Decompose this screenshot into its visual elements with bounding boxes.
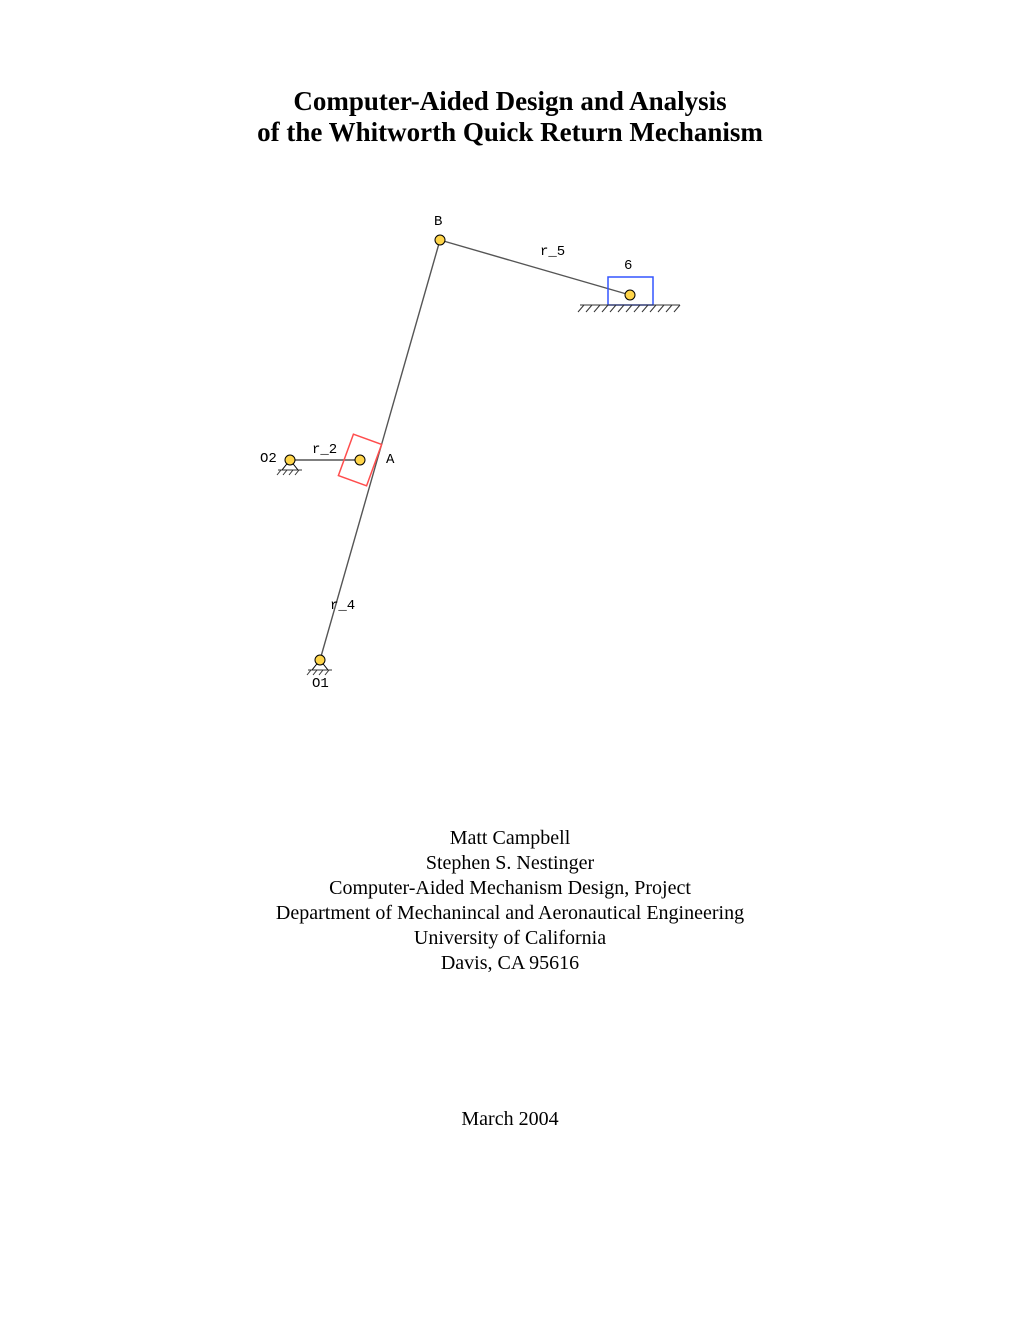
joint-a bbox=[355, 455, 365, 465]
label-o2: O2 bbox=[260, 451, 277, 467]
date-line: March 2004 bbox=[0, 1108, 1020, 1131]
joint-b bbox=[435, 235, 445, 245]
mechanism-diagram: B r_5 6 O2 r_2 A r_4 O1 bbox=[260, 200, 740, 720]
authors-block: Matt Campbell Stephen S. Nestinger Compu… bbox=[0, 826, 1020, 976]
link-r5 bbox=[440, 240, 630, 295]
mechanism-svg bbox=[260, 200, 740, 720]
label-r5: r_5 bbox=[540, 244, 565, 260]
page-title-block: Computer-Aided Design and Analysis of th… bbox=[0, 0, 1020, 148]
author-line-5: University of California bbox=[0, 926, 1020, 951]
label-r2: r_2 bbox=[312, 442, 337, 458]
ground-6-hatch bbox=[578, 305, 680, 312]
author-line-2: Stephen S. Nestinger bbox=[0, 851, 1020, 876]
ground-pivot-o1 bbox=[307, 655, 332, 675]
author-line-6: Davis, CA 95616 bbox=[0, 951, 1020, 976]
label-r4: r_4 bbox=[330, 598, 355, 614]
label-a: A bbox=[386, 452, 394, 468]
title-line-1: Computer-Aided Design and Analysis bbox=[0, 86, 1020, 117]
author-line-1: Matt Campbell bbox=[0, 826, 1020, 851]
title-line-2: of the Whitworth Quick Return Mechanism bbox=[0, 117, 1020, 148]
label-6: 6 bbox=[624, 258, 632, 274]
ground-pivot-o2 bbox=[277, 455, 302, 475]
label-b: B bbox=[434, 214, 442, 230]
joint-c bbox=[625, 290, 635, 300]
label-o1: O1 bbox=[312, 676, 329, 692]
author-line-3: Computer-Aided Mechanism Design, Project bbox=[0, 876, 1020, 901]
author-line-4: Department of Mechanincal and Aeronautic… bbox=[0, 901, 1020, 926]
